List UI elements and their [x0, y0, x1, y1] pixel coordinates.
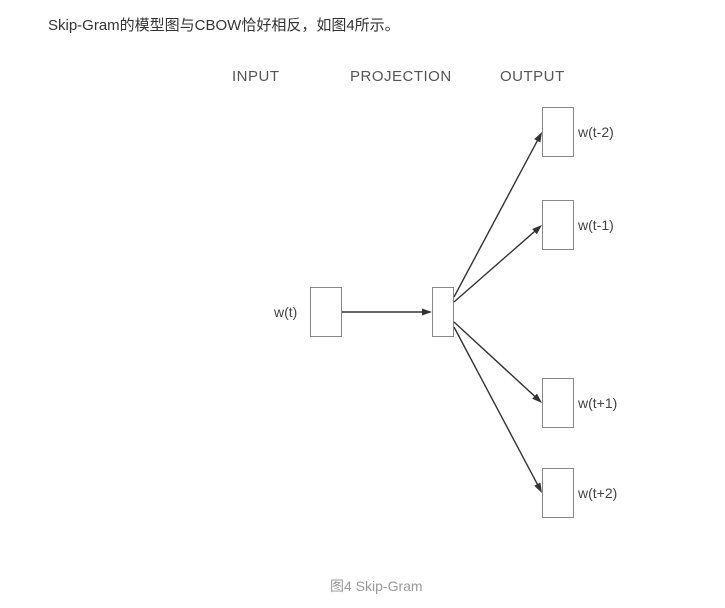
projection-node-box — [432, 287, 454, 337]
output-node-label-0: w(t-2) — [578, 124, 614, 140]
output-node-box-2 — [542, 378, 574, 428]
output-node-label-2: w(t+1) — [578, 395, 617, 411]
diagram-arrows — [0, 0, 725, 608]
input-node-label: w(t) — [274, 304, 297, 320]
col-header-input: INPUT — [232, 68, 280, 85]
col-header-projection: PROJECTION — [350, 68, 452, 85]
input-node-box — [310, 287, 342, 337]
output-node-label-1: w(t-1) — [578, 217, 614, 233]
figure-caption: 图4 Skip-Gram — [330, 576, 423, 596]
output-node-box-0 — [542, 107, 574, 157]
output-node-label-3: w(t+2) — [578, 485, 617, 501]
col-header-output: OUTPUT — [500, 68, 565, 85]
output-node-box-1 — [542, 200, 574, 250]
output-node-box-3 — [542, 468, 574, 518]
intro-text: Skip-Gram的模型图与CBOW恰好相反，如图4所示。 — [48, 14, 400, 35]
